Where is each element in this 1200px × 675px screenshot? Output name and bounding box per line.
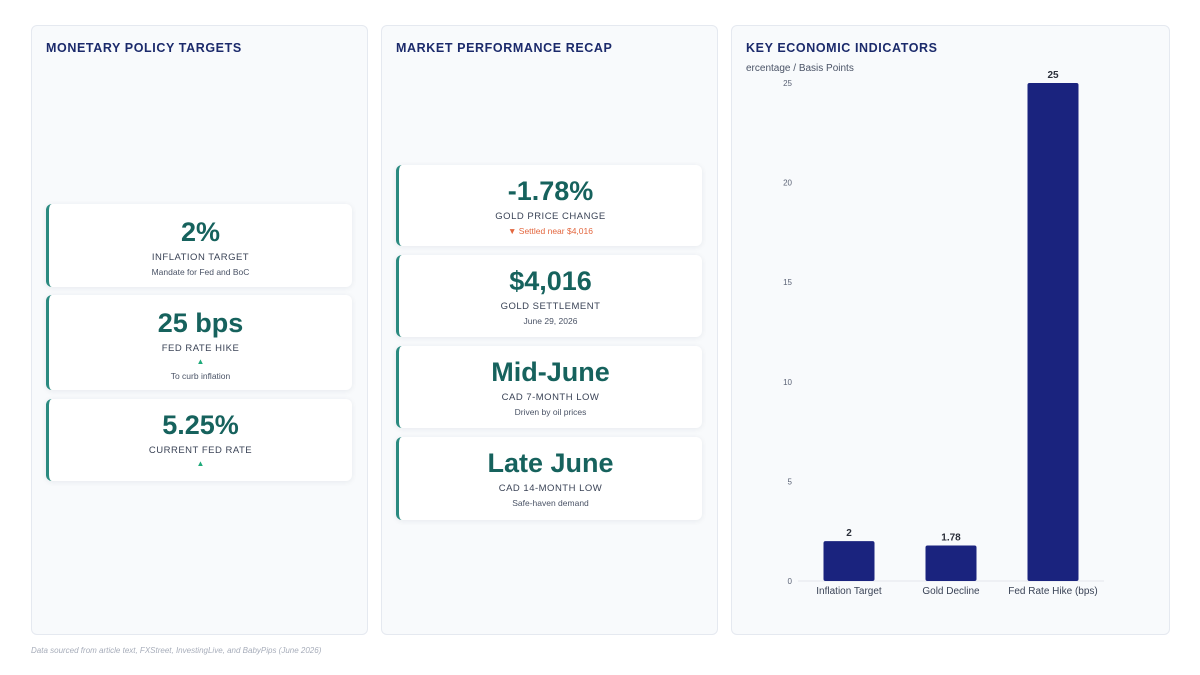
card-label: GOLD PRICE CHANGE [495,211,606,222]
up-arrow-icon: ▲ [196,459,205,468]
bar [925,545,977,581]
card-value: 5.25% [162,410,239,440]
card-note: ▼ Settled near $4,016 [508,226,593,236]
bar-value-label: 2 [846,528,852,539]
card-value: Late June [487,448,614,478]
up-arrow-icon: ▲ [196,357,205,366]
card-value: -1.78% [507,176,594,206]
card-value: Mid-June [491,357,610,387]
y-tick-label: 25 [783,79,792,88]
y-tick-label: 15 [783,278,792,287]
y-tick-label: 10 [783,378,792,387]
bar [1027,83,1079,581]
cad-7-month-low-card: Mid-June CAD 7-MONTH LOW Driven by oil p… [396,346,702,428]
card-note: Driven by oil prices [514,407,587,417]
panel-title: MONETARY POLICY TARGETS [46,41,242,55]
chart-title: KEY ECONOMIC INDICATORS [746,41,938,55]
card-note: Mandate for Fed and BoC [151,267,250,277]
card-label: INFLATION TARGET [151,252,250,263]
market-performance-panel: MARKET PERFORMANCE RECAP -1.78% GOLD PRI… [381,25,718,635]
gold-price-change-card: -1.78% GOLD PRICE CHANGE ▼ Settled near … [396,165,702,246]
card-label: CAD 7-MONTH LOW [501,392,600,403]
panel-title: MARKET PERFORMANCE RECAP [396,41,613,55]
card-label: CAD 14-MONTH LOW [498,483,603,494]
cad-14-month-low-card: Late June CAD 14-MONTH LOW Safe-haven de… [396,437,702,520]
card-label: GOLD SETTLEMENT [500,301,601,312]
card-note: June 29, 2026 [523,316,578,326]
key-indicators-panel: KEY ECONOMIC INDICATORS ercentage / Basi… [731,25,1170,635]
source-footnote: Data sourced from article text, FXStreet… [31,646,322,655]
y-tick-label: 20 [783,179,792,188]
card-label: FED RATE HIKE [161,343,240,354]
card-value: $4,016 [509,266,592,296]
x-tick-label: Inflation Target [816,586,882,597]
x-tick-label: Fed Rate Hike (bps) [1008,586,1097,597]
bar-value-label: 1.78 [941,533,961,544]
fed-rate-hike-card: 25 bps FED RATE HIKE ▲ To curb inflation [46,295,352,390]
y-tick-label: 5 [788,477,793,486]
gold-settlement-card: $4,016 GOLD SETTLEMENT June 29, 2026 [396,255,702,337]
y-axis-label: ercentage / Basis Points [746,63,854,74]
card-label: CURRENT FED RATE [148,445,253,456]
y-tick-label: 0 [788,577,793,586]
current-fed-rate-card: 5.25% CURRENT FED RATE ▲ [46,399,352,481]
monetary-policy-panel: MONETARY POLICY TARGETS 2% INFLATION TAR… [31,25,368,635]
bar-value-label: 25 [1047,70,1059,81]
card-note: Safe-haven demand [512,498,589,508]
bar-chart: 0 5 10 15 20 25 2 Inflation Target 1.78 Gold Decl… [783,70,1104,597]
card-value: 25 bps [157,308,244,338]
inflation-target-card: 2% INFLATION TARGET Mandate for Fed and … [46,204,352,287]
bar [823,541,875,581]
x-tick-label: Gold Decline [922,586,980,597]
card-value: 2% [180,217,221,247]
card-note: To curb inflation [170,371,231,381]
